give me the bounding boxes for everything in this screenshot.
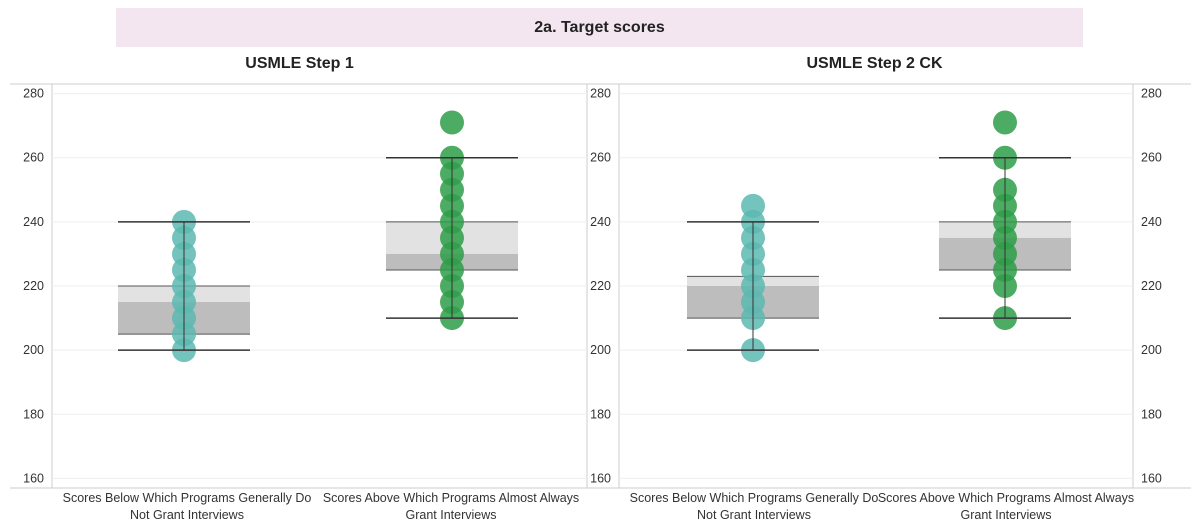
y-tick-label-step2ck-right-180: 180 — [1141, 407, 1162, 421]
data-point-step1-above-11 — [440, 110, 464, 135]
chart-title-bar: 2a. Target scores — [116, 8, 1083, 47]
y-tick-label-step1-left-260: 260 — [23, 151, 44, 165]
box-group-step2ck-below — [687, 193, 819, 363]
y-tick-label-step1-left-220: 220 — [23, 279, 44, 293]
box-group-step1-below — [118, 209, 250, 363]
y-tick-label-step2ck-left-280: 280 — [590, 87, 611, 101]
y-tick-label-step2ck-left-240: 240 — [590, 215, 611, 229]
data-point-step2ck-above-9 — [993, 110, 1017, 135]
y-tick-label-step2ck-left-200: 200 — [590, 343, 611, 357]
y-tick-label-step2ck-right-160: 160 — [1141, 471, 1162, 485]
y-tick-label-step2ck-right-260: 260 — [1141, 151, 1162, 165]
y-tick-label-step1-left-200: 200 — [23, 343, 44, 357]
y-tick-label-step2ck-left-180: 180 — [590, 407, 611, 421]
panel-title-step2ck: USMLE Step 2 CK — [806, 55, 943, 72]
y-tick-label-step2ck-right-220: 220 — [1141, 279, 1162, 293]
y-tick-label-step1-left-180: 180 — [23, 407, 44, 421]
y-tick-label-step2ck-right-280: 280 — [1141, 87, 1162, 101]
y-tick-label-step2ck-right-200: 200 — [1141, 343, 1162, 357]
x-label-step1-below: Scores Below Which Programs Generally Do… — [62, 491, 312, 522]
y-tick-label-step2ck-left-220: 220 — [590, 279, 611, 293]
x-label-step2ck-below: Scores Below Which Programs Generally Do… — [629, 491, 879, 522]
x-label-step1-above: Scores Above Which Programs Almost Alway… — [322, 491, 580, 522]
box-group-step1-above — [386, 110, 518, 331]
y-tick-label-step1-left-240: 240 — [23, 215, 44, 229]
y-tick-label-step2ck-right-240: 240 — [1141, 215, 1162, 229]
chart-title: 2a. Target scores — [534, 18, 665, 36]
box-group-step2ck-above — [939, 110, 1071, 331]
y-tick-label-step2ck-left-160: 160 — [590, 471, 611, 485]
x-label-step2ck-above: Scores Above Which Programs Almost Alway… — [877, 491, 1135, 522]
y-tick-label-step1-left-280: 280 — [23, 87, 44, 101]
y-tick-label-step2ck-left-260: 260 — [590, 151, 611, 165]
y-tick-label-step1-left-160: 160 — [23, 471, 44, 485]
data-point-step2ck-below-8 — [741, 193, 765, 218]
panel-title-step1: USMLE Step 1 — [245, 55, 354, 72]
